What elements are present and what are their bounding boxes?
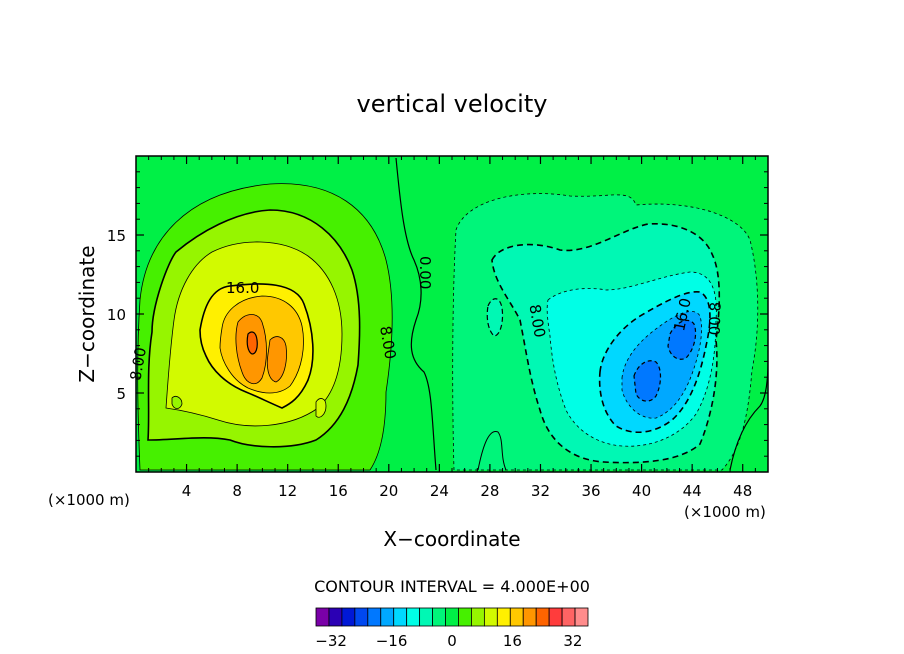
- x-tick-label: 12: [278, 482, 297, 500]
- y-axis: 5 10 15: [107, 171, 768, 457]
- x-tick-label: 32: [531, 482, 550, 500]
- contour-label-8-far-left: 8.00: [126, 346, 150, 382]
- plot-area: [136, 156, 768, 472]
- colorbar-swatch: [548, 607, 563, 627]
- downdraft-core-a: [633, 360, 662, 402]
- updraft-tiny-cell: [171, 396, 183, 409]
- colorbar-ticks: −32 −16 0 16 32: [315, 632, 582, 650]
- zero-contour: [395, 157, 437, 471]
- x-tick-label: 44: [683, 482, 702, 500]
- x-tick-label: 40: [632, 482, 651, 500]
- colorbar-swatch: [509, 607, 524, 627]
- colorbar-swatch: [354, 607, 369, 627]
- y-tick-label: 10: [107, 306, 126, 324]
- x-tick-label: 28: [480, 482, 499, 500]
- contour-label-zero: 0.00: [416, 256, 434, 289]
- colorbar-swatch: [561, 607, 576, 627]
- colorbar-swatch: [574, 607, 589, 627]
- x-axis: 4 8 12 16 20 24 28 32 36 40 44 48: [148, 156, 756, 500]
- downdraft-core-b: [667, 319, 697, 360]
- contour-label-16-left: 16.0: [226, 279, 259, 297]
- x-unit-left: (×1000 m): [48, 491, 130, 509]
- contour-label-neg8-right: 8.00: [525, 303, 549, 339]
- x-tick-label: 24: [430, 482, 449, 500]
- zero-contour-bottom: [477, 431, 507, 471]
- colorbar-swatch: [483, 607, 498, 627]
- colorbar-tick-label: −16: [376, 632, 408, 650]
- x-tick-label: 16: [329, 482, 348, 500]
- updraft-small-cell: [315, 398, 327, 418]
- colorbar-tick-label: 16: [503, 632, 522, 650]
- colorbar: [315, 607, 589, 627]
- colorbar-swatch: [535, 607, 550, 627]
- contour-interval-text: CONTOUR INTERVAL = 4.000E+00: [314, 577, 590, 596]
- updraft-level-24b: [266, 336, 287, 383]
- colorbar-swatch: [380, 607, 395, 627]
- colorbar-swatch: [471, 607, 485, 627]
- y-tick-label: 5: [116, 385, 126, 403]
- y-axis-title: Z−coordinate: [75, 245, 99, 382]
- contour-label-8-left: 8.00: [376, 325, 400, 361]
- colorbar-tick-label: 0: [447, 632, 457, 650]
- colorbar-swatch: [458, 607, 472, 627]
- colorbar-swatch: [445, 607, 459, 627]
- colorbar-swatch: [496, 607, 511, 627]
- contour-label-neg8-far-right: 00 8: [706, 302, 725, 336]
- x-tick-label: 4: [182, 482, 192, 500]
- downdraft-west-cell: [486, 298, 504, 337]
- chart-title: vertical velocity: [357, 90, 548, 118]
- y-tick-label: 15: [107, 227, 126, 245]
- x-tick-label: 36: [581, 482, 600, 500]
- downdraft-region: [452, 193, 759, 471]
- updraft-region: [137, 183, 393, 471]
- colorbar-swatch: [522, 607, 537, 627]
- x-unit-right: (×1000 m): [684, 503, 766, 521]
- colorbar-swatch: [367, 607, 382, 627]
- colorbar-swatch: [406, 607, 421, 627]
- x-axis-title: X−coordinate: [383, 527, 520, 551]
- colorbar-swatch: [432, 607, 446, 627]
- updraft-core: [246, 331, 258, 355]
- x-tick-label: 8: [232, 482, 242, 500]
- colorbar-tick-label: 32: [563, 632, 582, 650]
- colorbar-swatch: [341, 607, 356, 627]
- x-tick-label: 48: [733, 482, 752, 500]
- colorbar-swatch: [393, 607, 408, 627]
- colorbar-tick-label: −32: [315, 632, 347, 650]
- x-tick-label: 20: [379, 482, 398, 500]
- colorbar-swatch: [315, 607, 330, 627]
- colorbar-swatch: [419, 607, 433, 627]
- colorbar-swatch: [328, 607, 343, 627]
